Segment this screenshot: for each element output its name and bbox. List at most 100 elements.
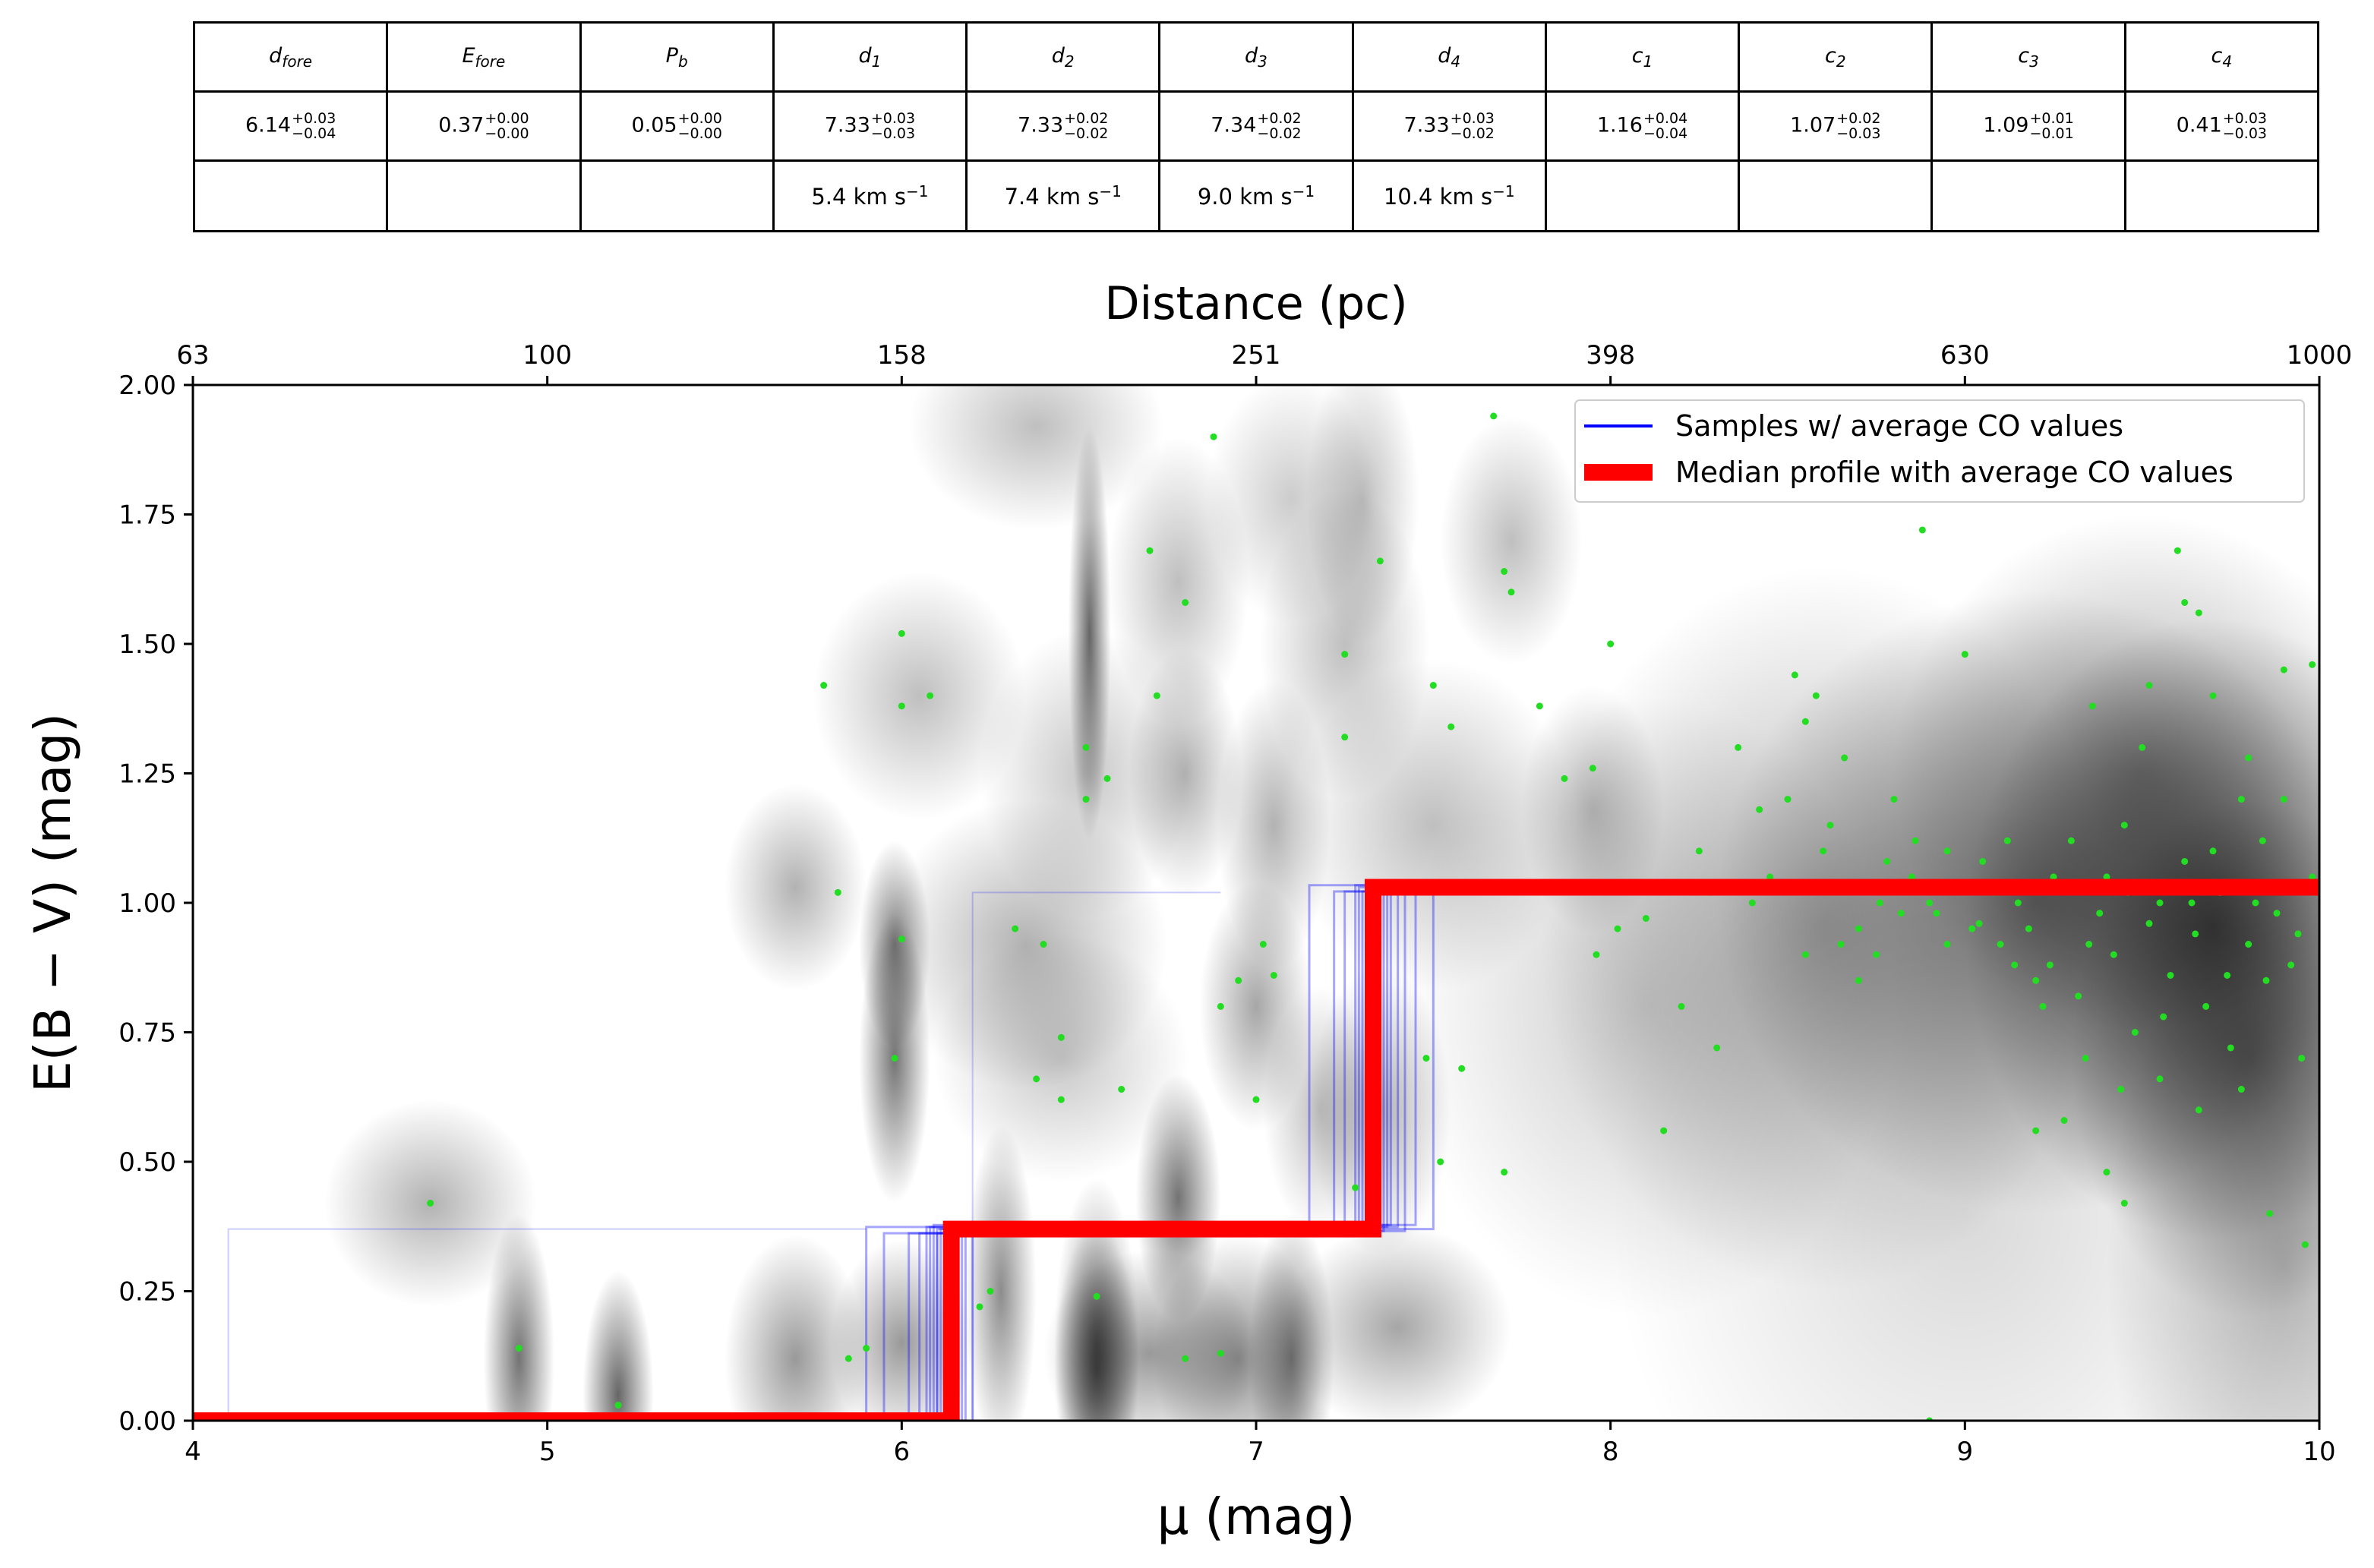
- star-point: [1801, 951, 1809, 958]
- param-minus-error: −0.00: [485, 125, 529, 142]
- star-point: [1593, 951, 1600, 958]
- star-point: [2298, 1055, 2306, 1062]
- param-symbol: d: [1245, 43, 1258, 68]
- star-point: [1103, 775, 1111, 782]
- param-symbol-cell: d3: [1158, 21, 1354, 93]
- x-tick-label: 8: [1602, 1437, 1619, 1467]
- top-tick-label: 630: [1940, 340, 1990, 371]
- star-point: [1876, 899, 1883, 907]
- x-axis-label: μ (mag): [1157, 1488, 1355, 1546]
- density-blob: [1440, 415, 1583, 665]
- x-tick-label: 7: [1248, 1437, 1264, 1467]
- param-symbol: c: [2018, 43, 2030, 68]
- star-point: [1561, 775, 1568, 782]
- star-point: [820, 682, 828, 689]
- star-point: [1376, 557, 1384, 565]
- param-plus-error: +0.04: [1643, 110, 1688, 127]
- param-plus-error: +0.00: [485, 110, 529, 127]
- param-symbol: d: [858, 43, 872, 68]
- star-point: [2120, 1200, 2128, 1207]
- star-point: [2156, 1075, 2164, 1083]
- star-point: [2156, 899, 2164, 907]
- top-tick-label: 1000: [2287, 340, 2353, 371]
- y-tick-label: 0.00: [118, 1406, 176, 1437]
- density-blob: [965, 1125, 1037, 1421]
- star-point: [1614, 925, 1621, 932]
- param-plus-error: +0.02: [1836, 110, 1881, 127]
- param-value-cell: 0.37 +0.00 −0.00: [386, 90, 582, 162]
- star-point: [1607, 640, 1615, 648]
- star-point: [2301, 1241, 2309, 1248]
- star-point: [1841, 754, 1848, 762]
- star-point: [2237, 796, 2245, 803]
- star-point: [863, 1345, 870, 1352]
- star-point: [1979, 857, 1987, 865]
- param-value-cell: 1.16 +0.04 −0.04: [1544, 90, 1741, 162]
- axes: 4 5 6 7 8 9 10 0.00 0.25 0.50 0.75 1.00 1.25 1.50 1.75…: [118, 340, 2352, 1467]
- star-point: [2075, 992, 2082, 1000]
- param-symbol-cell: d2: [965, 21, 1161, 93]
- parameter-value-row: 6.14 +0.03 −0.04 0.37 +0.00 −0.00 0.05 +0.00 −0.…: [192, 90, 2320, 162]
- star-point: [2181, 598, 2189, 606]
- y-axis-label: E(B − V) (mag): [24, 713, 82, 1093]
- star-point: [1589, 765, 1596, 772]
- star-point: [2252, 899, 2259, 907]
- star-point: [1040, 941, 1047, 948]
- star-point: [1153, 692, 1160, 699]
- star-point: [2139, 743, 2146, 751]
- star-point: [1217, 1349, 1224, 1357]
- param-velocity: 5.4 km s: [811, 184, 907, 210]
- star-point: [1490, 412, 1498, 420]
- param-symbol: d: [1051, 43, 1065, 68]
- star-point: [1642, 914, 1649, 922]
- param-value: 1.07: [1790, 113, 1836, 137]
- param-symbol: c: [1824, 43, 1836, 68]
- param-velocity-cell: [192, 159, 389, 232]
- star-point: [1210, 433, 1217, 440]
- param-velocity-cell: [2123, 159, 2320, 232]
- x-tick-label: 10: [2303, 1437, 2335, 1467]
- star-point: [1926, 899, 1934, 907]
- param-value-cell: 6.14 +0.03 −0.04: [192, 90, 389, 162]
- param-uncertainty: +0.03 −0.04: [292, 111, 336, 141]
- param-minus-error: −0.00: [677, 125, 722, 142]
- star-point: [1873, 951, 1880, 958]
- star-point: [1908, 873, 1915, 881]
- star-point: [1943, 941, 1951, 948]
- star-point: [2131, 1029, 2139, 1036]
- param-minus-error: −0.03: [2222, 125, 2267, 142]
- star-point: [1259, 941, 1267, 948]
- param-velocity-cell: 9.0 km s−1: [1158, 159, 1354, 232]
- sample-profile-line: [193, 1228, 867, 1421]
- star-point: [2280, 796, 2287, 803]
- star-point: [1918, 526, 1926, 534]
- star-point: [1695, 847, 1703, 855]
- param-uncertainty: +0.02 −0.03: [1836, 111, 1880, 141]
- star-point: [2202, 1002, 2210, 1010]
- param-value: 0.37: [438, 113, 485, 137]
- param-value: 7.34: [1211, 113, 1257, 137]
- param-value: 0.05: [631, 113, 677, 137]
- star-point: [2195, 1106, 2202, 1114]
- param-value: 1.16: [1596, 113, 1643, 137]
- param-velocity-cell: [1738, 159, 1934, 232]
- param-velocity-cell: [1930, 159, 2126, 232]
- top-tick-label: 251: [1232, 340, 1281, 371]
- x-tick-label: 9: [1957, 1437, 1974, 1467]
- star-point: [2259, 837, 2266, 844]
- star-point: [2025, 925, 2032, 932]
- param-velocity: 9.0 km s: [1197, 184, 1293, 210]
- density-blob: [582, 1270, 654, 1421]
- y-tick-label: 0.50: [118, 1147, 176, 1178]
- star-point: [2050, 873, 2057, 881]
- legend-box: [1574, 399, 2305, 503]
- legend: Samples w/ average CO values Median prof…: [1574, 399, 2305, 503]
- star-point: [2088, 702, 2096, 710]
- param-minus-error: −0.04: [292, 125, 336, 142]
- star-point: [1897, 910, 1905, 917]
- star-point: [1033, 1075, 1040, 1083]
- star-point: [891, 1055, 898, 1062]
- star-point: [2014, 899, 2022, 907]
- y-tick-label: 1.50: [118, 629, 176, 660]
